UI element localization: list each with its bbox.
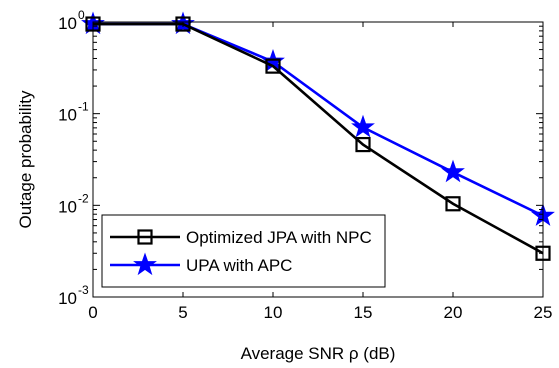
legend-box — [101, 214, 386, 288]
y-axis-label: Outage probability — [16, 90, 35, 228]
y-tick-base: 10 — [58, 289, 77, 308]
x-tick-label: 25 — [534, 303, 553, 322]
y-tick-base: 10 — [58, 14, 77, 33]
star-marker — [351, 114, 375, 138]
square-marker — [445, 196, 461, 212]
square-marker — [175, 16, 191, 32]
square-marker — [265, 58, 281, 74]
y-tick-label: 10 -2 — [58, 191, 89, 216]
axes-frame — [92, 21, 544, 298]
square-marker — [355, 136, 371, 153]
x-tick-label: 0 — [88, 303, 97, 322]
legend-label: UPA with APC — [186, 256, 292, 275]
legend: Optimized JPA with NPC UPA with APC — [101, 214, 386, 288]
legend-entry: Optimized JPA with NPC — [110, 228, 372, 247]
x-tick-label: 10 — [264, 303, 283, 322]
star-marker — [441, 159, 465, 183]
y-tick-exponent: -3 — [78, 283, 89, 297]
series-line — [93, 22, 544, 255]
y-tick-label: 10 -3 — [58, 283, 89, 308]
y-tick-label: 10 0 — [58, 8, 85, 33]
legend-label: Optimized JPA with NPC — [186, 228, 372, 247]
y-tick-exponent: 0 — [78, 8, 85, 22]
legend-star-marker — [133, 252, 157, 276]
x-tick-label: 20 — [444, 303, 463, 322]
legend-entry: UPA with APC — [110, 252, 292, 276]
x-tick-label: 5 — [178, 303, 187, 322]
x-tick-label: 15 — [354, 303, 373, 322]
x-axis-label: Average SNR ρ (dB) — [241, 344, 396, 363]
legend-square-marker — [137, 229, 153, 245]
series-2 — [81, 11, 555, 226]
y-tick-base: 10 — [58, 197, 77, 216]
y-tick-label: 10 -1 — [58, 100, 89, 125]
y-tick-exponent: -1 — [78, 100, 89, 114]
y-tick-exponent: -2 — [78, 191, 89, 205]
y-tick-base: 10 — [58, 106, 77, 125]
series-line — [93, 22, 544, 217]
